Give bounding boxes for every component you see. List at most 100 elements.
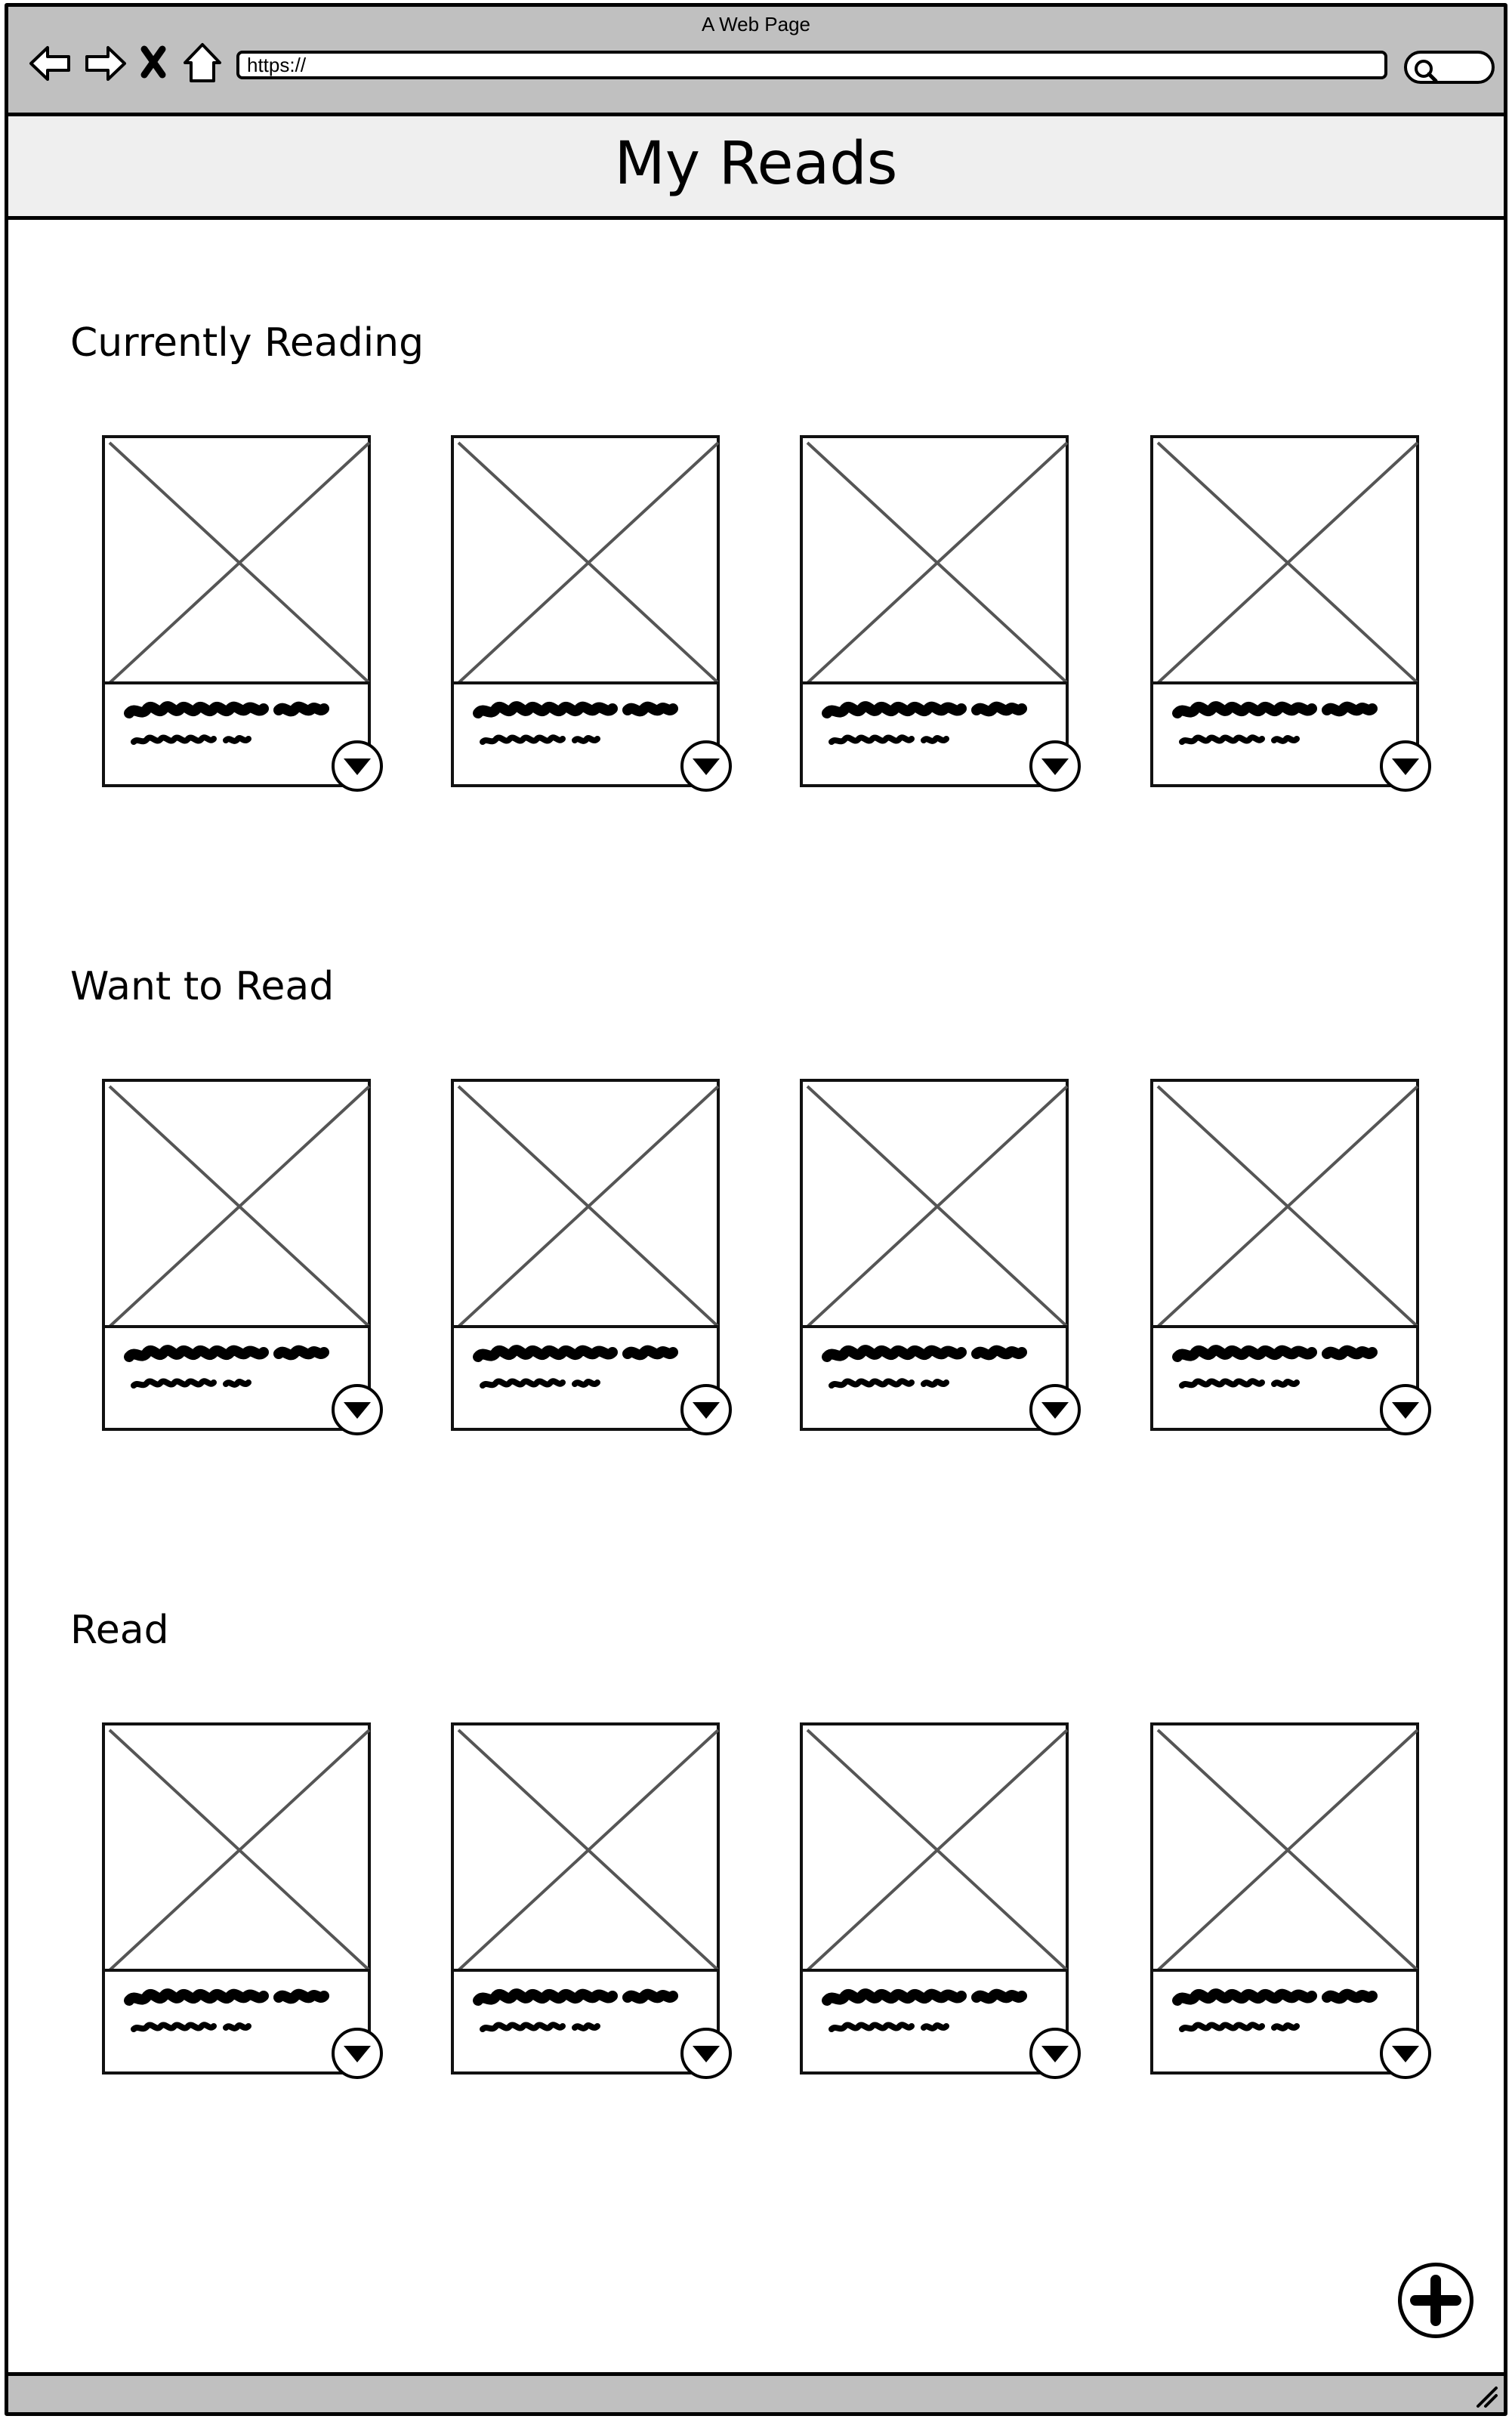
triangle-down-icon xyxy=(1041,758,1069,775)
url-input[interactable] xyxy=(236,51,1387,79)
image-placeholder-icon xyxy=(457,1729,720,1972)
triangle-down-icon xyxy=(344,1402,371,1419)
shelf-changer-button[interactable] xyxy=(680,1384,732,1435)
book-card[interactable] xyxy=(800,1722,1081,2079)
book-details xyxy=(102,681,371,787)
search-icon xyxy=(1415,60,1438,83)
image-placeholder-icon xyxy=(457,441,720,684)
book-title-author-scribble xyxy=(124,1988,329,2032)
triangle-down-icon xyxy=(1041,1402,1069,1419)
shelf-title: Want to Read xyxy=(70,964,335,1009)
triangle-down-icon xyxy=(1392,1402,1419,1419)
book-title-author-scribble xyxy=(473,1988,678,2032)
book-cover[interactable] xyxy=(800,435,1069,684)
browser-window: A Web Page My Reads Currently Reading xyxy=(5,3,1507,2416)
book-title-author-scribble xyxy=(473,701,678,745)
image-placeholder-icon xyxy=(108,1729,371,1972)
book-title-author-scribble xyxy=(124,701,329,745)
image-placeholder-icon xyxy=(806,441,1069,684)
plus-icon xyxy=(1410,2275,1461,2326)
shelf-title: Currently Reading xyxy=(70,320,424,366)
book-cover[interactable] xyxy=(1150,1722,1419,1972)
home-icon[interactable] xyxy=(179,40,226,87)
book-title-author-scribble xyxy=(1172,1988,1378,2032)
image-placeholder-icon xyxy=(457,1085,720,1328)
triangle-down-icon xyxy=(693,1402,720,1419)
triangle-down-icon xyxy=(693,2046,720,2062)
book-cover[interactable] xyxy=(1150,1079,1419,1328)
book-title-author-scribble xyxy=(822,701,1027,745)
image-placeholder-icon xyxy=(108,441,371,684)
search-field[interactable] xyxy=(1404,51,1495,84)
book-details xyxy=(1150,1325,1419,1431)
image-placeholder-icon xyxy=(1156,441,1419,684)
shelf-changer-button[interactable] xyxy=(332,740,383,792)
image-placeholder-icon xyxy=(108,1085,371,1328)
book-details xyxy=(800,1969,1069,2075)
book-details xyxy=(1150,681,1419,787)
book-cover[interactable] xyxy=(451,1079,720,1328)
image-placeholder-icon xyxy=(1156,1085,1419,1328)
book-card[interactable] xyxy=(102,1079,383,1435)
book-details xyxy=(451,681,720,787)
triangle-down-icon xyxy=(1392,758,1419,775)
book-cover[interactable] xyxy=(800,1079,1069,1328)
book-card[interactable] xyxy=(451,435,732,792)
book-cover[interactable] xyxy=(451,1722,720,1972)
browser-toolbar: A Web Page xyxy=(8,7,1504,116)
shelf-changer-button[interactable] xyxy=(680,740,732,792)
book-title-author-scribble xyxy=(473,1345,678,1389)
book-card[interactable] xyxy=(800,1079,1081,1435)
book-cover[interactable] xyxy=(102,1079,371,1328)
shelf-changer-button[interactable] xyxy=(332,2028,383,2079)
triangle-down-icon xyxy=(1041,2046,1069,2062)
image-placeholder-icon xyxy=(806,1729,1069,1972)
shelf-changer-button[interactable] xyxy=(1380,2028,1431,2079)
shelf-changer-button[interactable] xyxy=(680,2028,732,2079)
book-title-author-scribble xyxy=(822,1988,1027,2032)
triangle-down-icon xyxy=(1392,2046,1419,2062)
book-details xyxy=(800,1325,1069,1431)
book-cover[interactable] xyxy=(1150,435,1419,684)
image-placeholder-icon xyxy=(806,1085,1069,1328)
shelf-changer-button[interactable] xyxy=(1029,740,1081,792)
book-card[interactable] xyxy=(800,435,1081,792)
book-details xyxy=(451,1325,720,1431)
browser-status-bar xyxy=(8,2372,1504,2412)
book-details xyxy=(102,1969,371,2075)
shelf-changer-button[interactable] xyxy=(1029,2028,1081,2079)
window-title: A Web Page xyxy=(701,13,811,36)
book-cover[interactable] xyxy=(102,1722,371,1972)
book-details xyxy=(800,681,1069,787)
shelf-changer-button[interactable] xyxy=(1380,740,1431,792)
add-book-button[interactable] xyxy=(1398,2263,1473,2338)
forward-arrow-icon[interactable] xyxy=(82,40,129,87)
book-cover[interactable] xyxy=(451,435,720,684)
shelf-changer-button[interactable] xyxy=(332,1384,383,1435)
book-title-author-scribble xyxy=(124,1345,329,1389)
book-card[interactable] xyxy=(1150,1079,1431,1435)
close-icon[interactable] xyxy=(138,40,168,87)
book-cover[interactable] xyxy=(102,435,371,684)
book-card[interactable] xyxy=(1150,435,1431,792)
book-title-author-scribble xyxy=(1172,1345,1378,1389)
back-arrow-icon[interactable] xyxy=(26,40,73,87)
book-card[interactable] xyxy=(451,1722,732,2079)
shelf-changer-button[interactable] xyxy=(1380,1384,1431,1435)
shelf-changer-button[interactable] xyxy=(1029,1384,1081,1435)
book-card[interactable] xyxy=(1150,1722,1431,2079)
triangle-down-icon xyxy=(344,2046,371,2062)
book-card[interactable] xyxy=(102,1722,383,2079)
book-cover[interactable] xyxy=(800,1722,1069,1972)
book-title-author-scribble xyxy=(822,1345,1027,1389)
page-title: My Reads xyxy=(614,130,898,198)
book-card[interactable] xyxy=(451,1079,732,1435)
app-header: My Reads xyxy=(8,114,1504,220)
book-card[interactable] xyxy=(102,435,383,792)
book-title-author-scribble xyxy=(1172,701,1378,745)
book-details xyxy=(1150,1969,1419,2075)
shelf-title: Read xyxy=(70,1608,169,1653)
image-placeholder-icon xyxy=(1156,1729,1419,1972)
triangle-down-icon xyxy=(344,758,371,775)
resize-grip-icon[interactable] xyxy=(1473,2383,1499,2409)
